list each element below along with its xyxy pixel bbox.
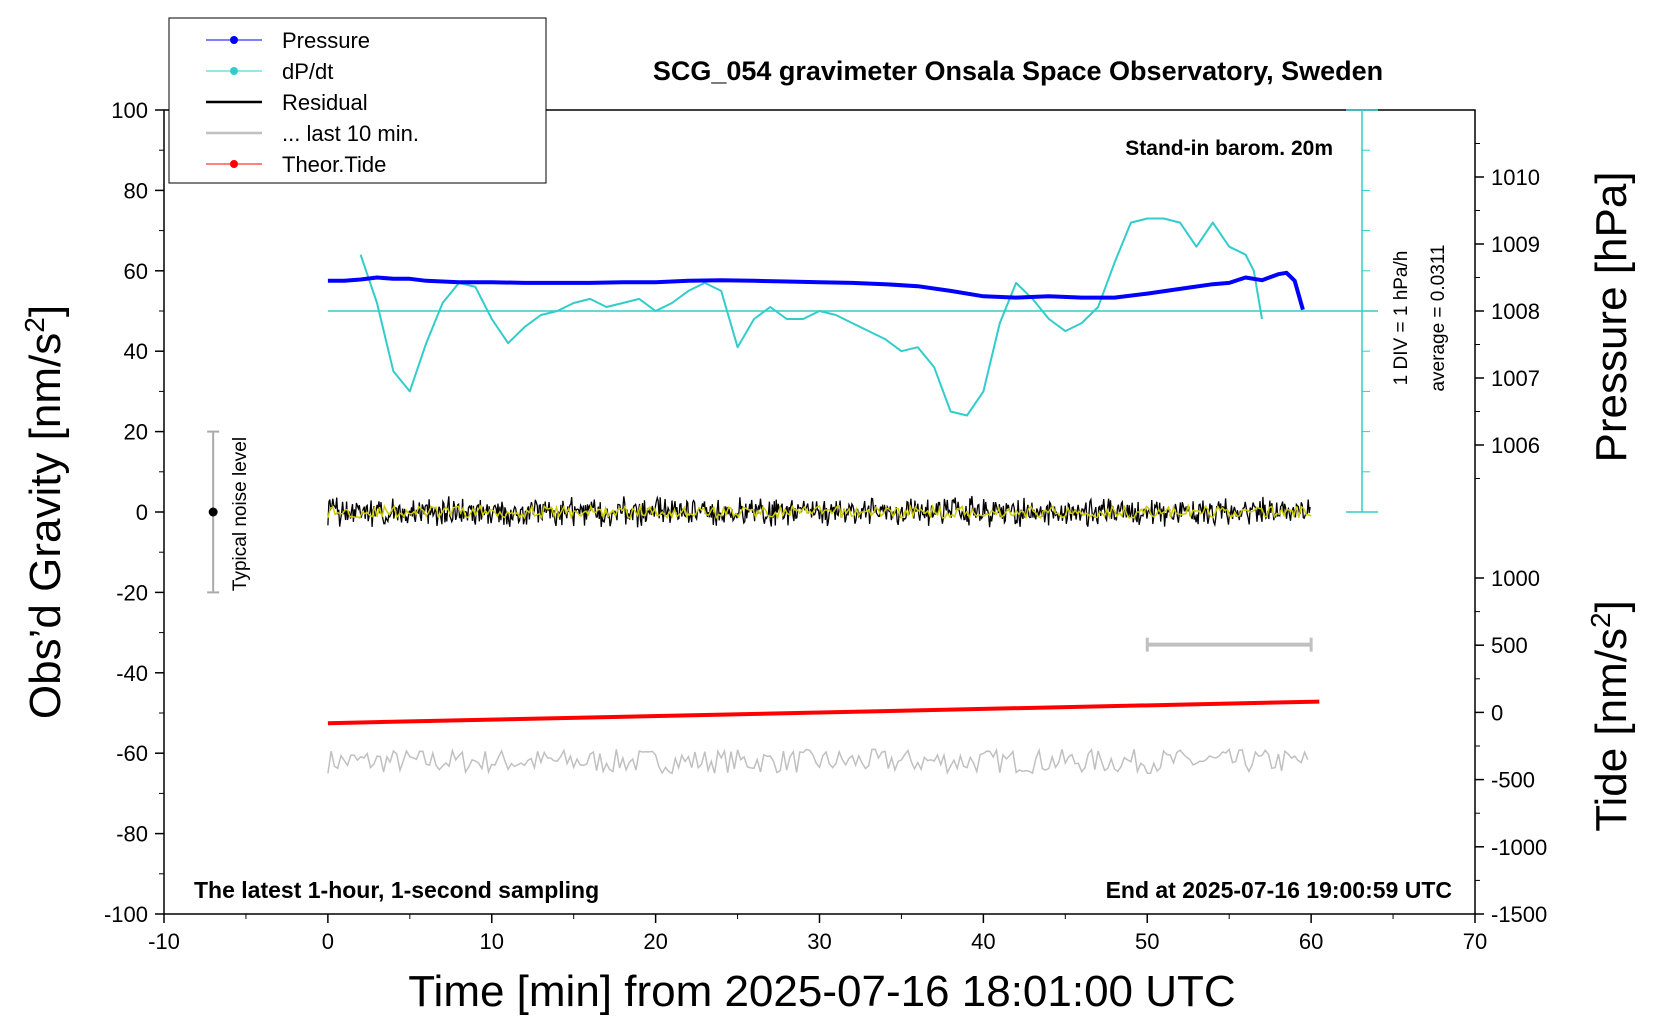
y-tick-label: 20 [124,420,148,445]
tide-tick-label: 0 [1491,700,1503,725]
pressure-tick-label: 1006 [1491,433,1540,458]
y-tick-label: 40 [124,339,148,364]
x-tick-label: 50 [1135,929,1159,954]
tide-axis-label: Tide [nm/s2] [1585,600,1636,832]
tide-axis-label-text: Tide [nm/s [1587,628,1636,832]
y-tick-label: -60 [116,741,148,766]
legend-label: ... last 10 min. [282,121,419,146]
y-tick-label: -80 [116,822,148,847]
y-tick-label: 100 [111,98,148,123]
x-tick-label: 30 [807,929,831,954]
x-axis-ticks: -10 0 10 20 30 40 50 60 70 [148,914,1487,954]
legend-label: Theor.Tide [282,152,386,177]
tide-tick-label: -1500 [1491,902,1547,927]
barometer-note: Stand-in barom. 20m [1125,137,1333,160]
series-theor-tide [327,699,1320,726]
noise-level-label: Typical noise level [230,437,251,591]
series-last-10-min [327,747,1309,776]
legend: Pressure dP/dt Residual ... last 10 min. The… [168,17,547,184]
x-axis-label: Time [min] from 2025-07-16 18:01:00 UTC [408,967,1235,1016]
tide-axis-ticks: 1000 500 0 -500 -1000 -1500 [1475,566,1547,927]
pressure-axis-ticks: 1010 1009 1008 1007 1006 [1475,143,1540,479]
legend-swatch-marker [230,67,238,75]
tide-tick-label: 500 [1491,633,1528,658]
chart-title: SCG_054 gravimeter Onsala Space Observat… [653,56,1383,86]
bottom-right-note: End at 2025-07-16 19:00:59 UTC [1106,877,1452,903]
series-dpdt [359,217,1263,417]
tide-tick-label: -500 [1491,768,1535,793]
pressure-tick-label: 1008 [1491,299,1540,324]
y-axis-left-ticks: 100 80 60 40 20 0 -20 -40 -60 -80 -100 [104,98,164,927]
tide-tick-label: -1000 [1491,835,1547,860]
y-axis-left-label-close: ] [21,305,70,317]
dpdt-scale-bar [327,109,1378,513]
y-axis-left-label-sup: 2 [19,317,50,333]
dpdt-scale-label: 1 DIV = 1 hPa/h [1391,251,1412,386]
x-tick-label: 70 [1463,929,1487,954]
dpdt-average-label: average = 0.0311 [1428,244,1449,391]
legend-label: dP/dt [282,59,333,84]
series-pressure [327,270,1305,311]
tide-axis-label-close: ] [1587,600,1636,612]
y-tick-label: -100 [104,902,148,927]
x-tick-label: 40 [971,929,995,954]
pressure-tick-label: 1007 [1491,366,1540,391]
noise-center-dot [208,507,218,517]
tide-tick-label: 1000 [1491,566,1540,591]
pressure-tick-label: 1009 [1491,232,1540,257]
legend-label: Pressure [282,28,370,53]
y-tick-label: 80 [124,178,148,203]
x-tick-label: -10 [148,929,180,954]
y-tick-label: 0 [136,500,148,525]
x-tick-label: 0 [322,929,334,954]
last-10-min-bar [1145,637,1313,652]
bottom-left-note: The latest 1-hour, 1-second sampling [194,877,599,903]
x-tick-label: 60 [1299,929,1323,954]
series-residual-smoothed [327,503,1312,521]
series-layer [327,217,1320,776]
x-tick-label: 10 [480,929,504,954]
y-tick-label: -40 [116,661,148,686]
series-residual [327,495,1311,528]
noise-level-marker [207,430,220,594]
tide-axis-label-sup: 2 [1585,612,1616,628]
legend-swatch-marker [230,36,238,44]
x-tick-label: 20 [643,929,667,954]
legend-label: Residual [282,90,368,115]
pressure-axis-label: Pressure [hPa] [1587,171,1636,462]
y-axis-left-label: Obs’d Gravity [nm/s2] [19,305,70,719]
pressure-tick-label: 1010 [1491,165,1540,190]
legend-box [168,17,547,184]
y-tick-label: 60 [124,259,148,284]
y-tick-label: -20 [116,580,148,605]
legend-swatch-marker [230,160,238,168]
y-axis-left-label-text: Obs’d Gravity [nm/s [21,333,70,719]
